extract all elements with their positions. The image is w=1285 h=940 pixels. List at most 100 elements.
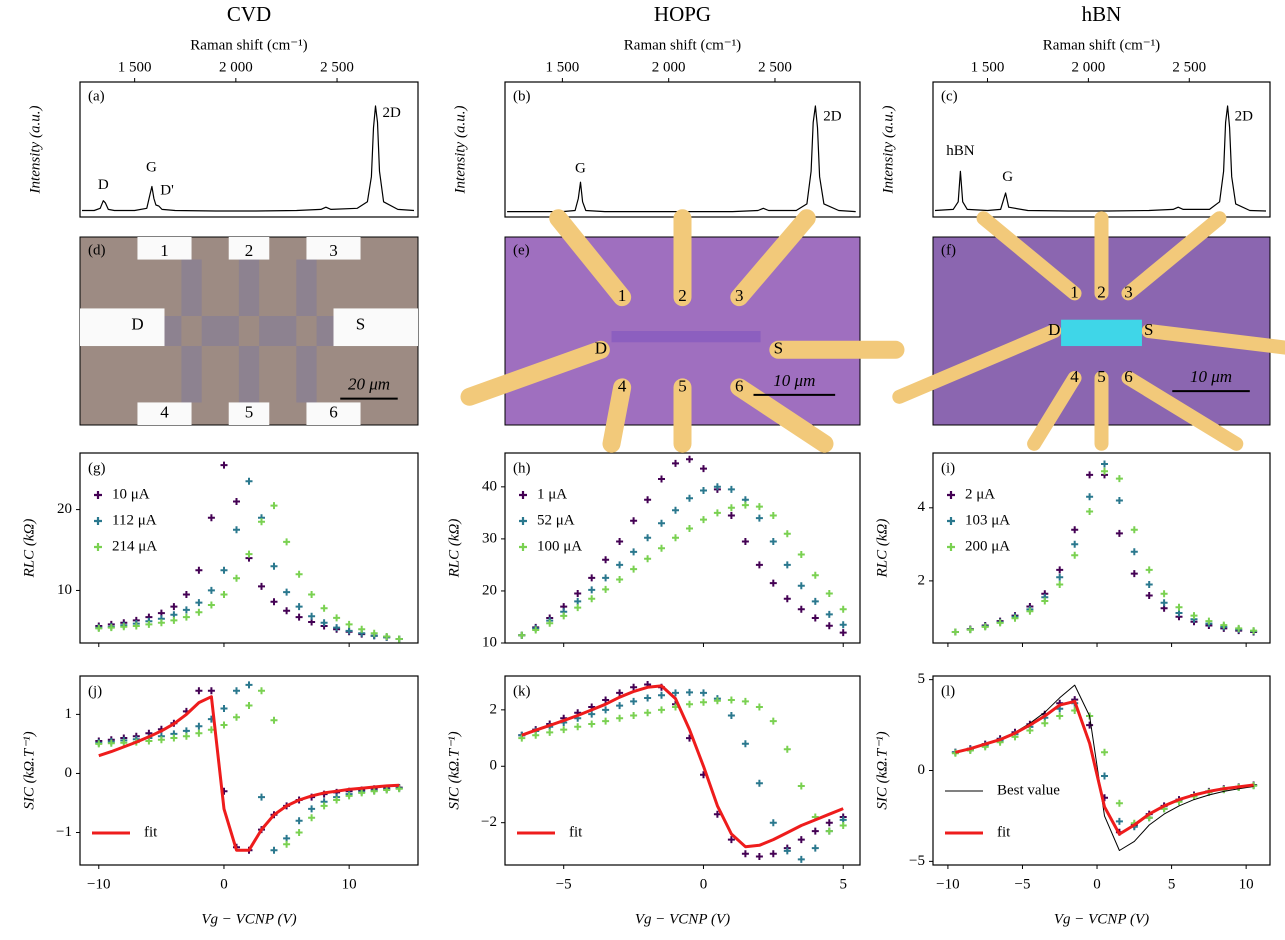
point [825,819,833,827]
point [797,551,805,558]
point [345,620,353,628]
point [220,705,228,712]
legend-label: 1 μA [537,486,567,502]
peak-label: G [1002,169,1013,185]
curve [955,699,1254,836]
point [195,608,203,616]
contact-label: 5 [1097,367,1106,386]
x-tick-label: 1 500 [118,59,152,75]
point [1071,551,1079,559]
point [700,698,707,706]
point [283,834,291,842]
point [358,789,366,797]
legend-label: fit [569,824,583,840]
point [700,689,707,697]
point [1160,590,1168,598]
point [839,822,847,829]
point [797,782,805,790]
point [1205,617,1213,625]
point [616,702,624,710]
point [672,506,679,514]
x-tick-label: 1 500 [971,59,1005,75]
point [245,702,253,709]
legend-marker [947,543,955,551]
point [825,610,833,618]
point [811,844,819,852]
panel-label: (e) [513,242,530,258]
point [1011,614,1019,622]
point [616,689,624,697]
x-tick-label: 2 500 [320,59,354,75]
point [588,586,596,594]
y-tick-label: −2 [481,814,497,830]
x-tick-label: 2 500 [758,59,792,75]
x-axis-label: Raman shift (cm⁻¹) [624,37,741,53]
point [132,622,140,630]
point [574,604,582,612]
contact-label: S [774,339,783,358]
point [602,717,610,725]
point [1250,627,1258,635]
contact-lead [1141,324,1285,355]
x-tick-label: 10 [1239,876,1254,892]
point [120,623,128,631]
point [574,597,582,605]
point [741,697,749,705]
point [333,614,341,622]
point [644,555,652,563]
y-axis-label: Intensity (a.u.) [880,106,896,195]
point [574,723,582,731]
point [95,740,103,748]
point [1041,719,1049,727]
point [616,576,624,583]
point [233,498,240,505]
point [283,538,291,546]
point [839,605,847,613]
point [769,717,777,725]
panel-label: (l) [941,683,955,699]
point [107,739,115,747]
point [1101,460,1108,468]
point [811,614,819,622]
legend-label: 214 μA [112,538,157,554]
legend-marker [94,543,102,551]
legend-label: 112 μA [112,512,157,528]
y-axis-label: RLC (kΩ) [21,519,37,579]
contact-label: 6 [329,403,338,422]
point [195,687,203,695]
point [270,846,278,854]
panel-label: (h) [513,460,531,476]
point [1190,612,1198,620]
point [270,502,278,510]
y-axis-label: SIC (kΩ.T⁻¹) [21,731,37,809]
point [233,713,240,721]
y-tick-label: 10 [57,582,72,598]
plot-frame [932,81,1271,218]
point [283,607,291,615]
y-tick-label: 20 [57,501,72,517]
point [755,703,763,711]
contact-label: 6 [1124,367,1133,386]
point [769,850,777,858]
point [839,629,847,637]
point [811,827,819,835]
point [602,696,610,704]
point [1026,727,1034,734]
contact-lead [976,211,1082,301]
point [370,629,378,637]
point [700,516,707,524]
point [1056,566,1064,574]
peak-label: 2D [383,105,402,121]
point [630,517,638,525]
legend-marker [519,517,527,525]
point [220,566,228,574]
x-axis-label: Raman shift (cm⁻¹) [190,37,307,53]
scale-bar-label: 10 μm [773,371,815,390]
point [283,588,291,596]
point [308,612,316,620]
legend-label: 100 μA [537,538,582,554]
point [755,779,763,787]
point [672,459,679,467]
y-tick-label: 20 [482,582,497,598]
panel-label: (g) [88,460,106,476]
